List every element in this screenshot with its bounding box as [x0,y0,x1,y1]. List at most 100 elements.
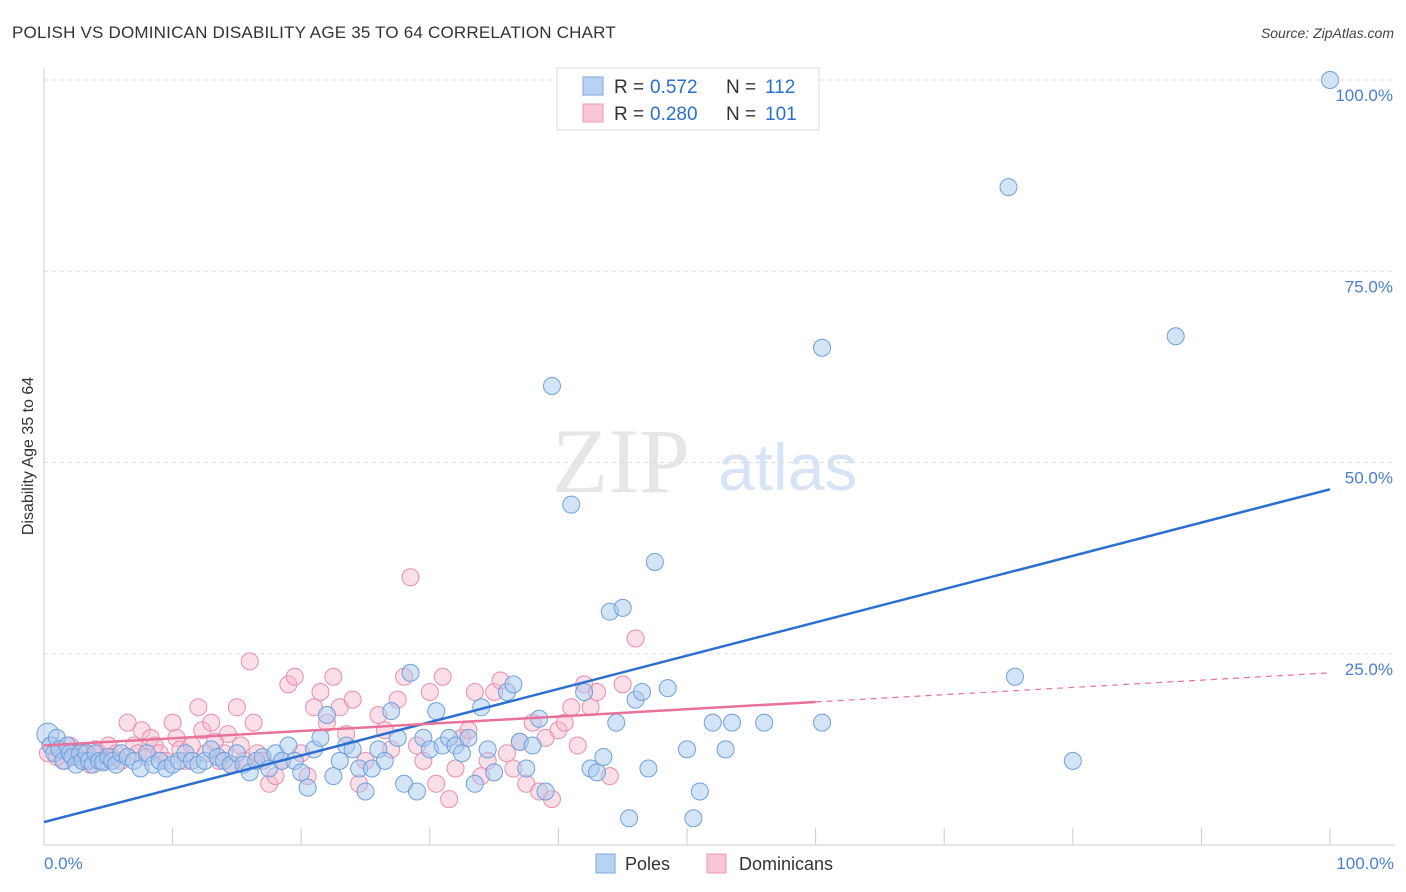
legend-poles-n-value: 112 [765,77,795,98]
poles-point [658,679,677,698]
poles-point [678,740,696,759]
poles-point [813,338,832,357]
dominicans-point [446,759,465,778]
dominicans-point [555,713,574,732]
poles-point [1005,667,1024,686]
poles-point [607,713,626,732]
dominicans-point [189,698,208,717]
watermark-zip: ZIP [552,410,690,512]
poles-point [620,809,639,828]
poles-point [407,782,426,801]
poles-point [382,702,401,721]
poles-point [292,763,311,782]
poles-point [324,767,343,786]
poles-point [645,552,664,571]
dominicans-point [420,683,439,701]
poles-point [703,713,722,732]
dominicans-point [163,713,182,732]
legend-swatch-dominicans [582,103,604,123]
dominicans-point [324,667,343,686]
poles-point [1321,71,1339,89]
watermark-atlas: atlas [718,430,857,504]
dominicans-point [440,790,459,809]
poles-point [311,728,330,747]
dominicans-point [343,690,362,709]
dominicans-point [311,683,330,701]
poles-point [279,736,298,755]
poles-point [562,495,581,514]
poles-point [459,728,478,747]
poles-point [427,702,446,721]
poles-point [330,751,349,770]
dominicans-point [568,736,587,755]
gridlines [44,79,1395,655]
poles-point [536,782,555,801]
poles-point [613,598,632,617]
poles-point [639,759,658,778]
legend-bottom: Poles Dominicans [595,853,833,874]
dominicans-points [38,568,645,809]
poles-point [343,740,362,759]
y-tick-labels: 25.0% 50.0% 75.0% 100.0% [1335,86,1393,679]
legend-bottom-swatch-dominicans [706,853,727,874]
poles-point [755,713,774,732]
poles-point [813,713,832,732]
legend-bottom-poles: Poles [625,854,670,874]
y-tick-label: 25.0% [1345,660,1393,679]
poles-point [1063,751,1082,770]
dominicans-point [202,713,221,732]
dominicans-point [401,568,420,587]
poles-point [356,782,375,801]
poles-point [716,740,735,759]
poles-point [298,778,317,797]
dominicans-point [433,667,452,686]
legend-dom-n-label: N = [726,104,756,125]
poles-point [723,713,742,732]
dominicans-point [193,721,212,740]
poles-point [594,748,613,767]
dominicans-point [497,744,516,763]
y-tick-label: 100.0% [1335,86,1393,105]
dominicans-point [118,713,137,732]
poles-point [684,809,703,828]
dominicans-trend-extension [815,672,1331,703]
poles-points [36,71,1339,828]
poles-point [401,663,420,682]
x-tick-label-max: 100.0% [1336,854,1394,873]
dominicans-point [244,713,263,732]
poles-point [452,744,471,763]
legend-poles-r-label: R = [614,77,644,98]
y-tick-label: 75.0% [1345,277,1393,296]
legend-top: R = 0.572 N = 112 R = 0.280 N = 101 [556,67,820,131]
poles-point [375,751,394,770]
legend-poles-r-value: 0.572 [650,77,698,98]
poles-point [1166,327,1185,346]
poles-point [478,740,497,759]
poles-point [465,774,484,793]
poles-point [587,763,606,782]
poles-point [999,178,1018,197]
dominicans-point [549,721,568,740]
poles-point [575,683,594,701]
trend-lines [43,488,1331,824]
y-axis-label: Disability Age 35 to 64 [20,377,37,535]
poles-point [690,782,709,801]
dominicans-point [465,683,484,701]
dominicans-point [279,675,298,694]
dominicans-point [427,774,446,793]
poles-point [632,683,651,701]
dominicans-point [132,721,151,740]
axes [43,68,1395,846]
poles-point [542,377,561,395]
poles-point [317,705,336,724]
poles-point [504,675,523,694]
legend-swatch-poles [582,76,604,96]
dominicans-point [227,698,246,717]
legend-dom-r-label: R = [614,104,644,125]
poles-point [517,759,536,778]
watermark: ZIP atlas [552,410,857,512]
dominicans-point [240,652,259,671]
chart-title: POLISH VS DOMINICAN DISABILITY AGE 35 TO… [12,23,616,42]
dominicans-point [562,698,581,717]
